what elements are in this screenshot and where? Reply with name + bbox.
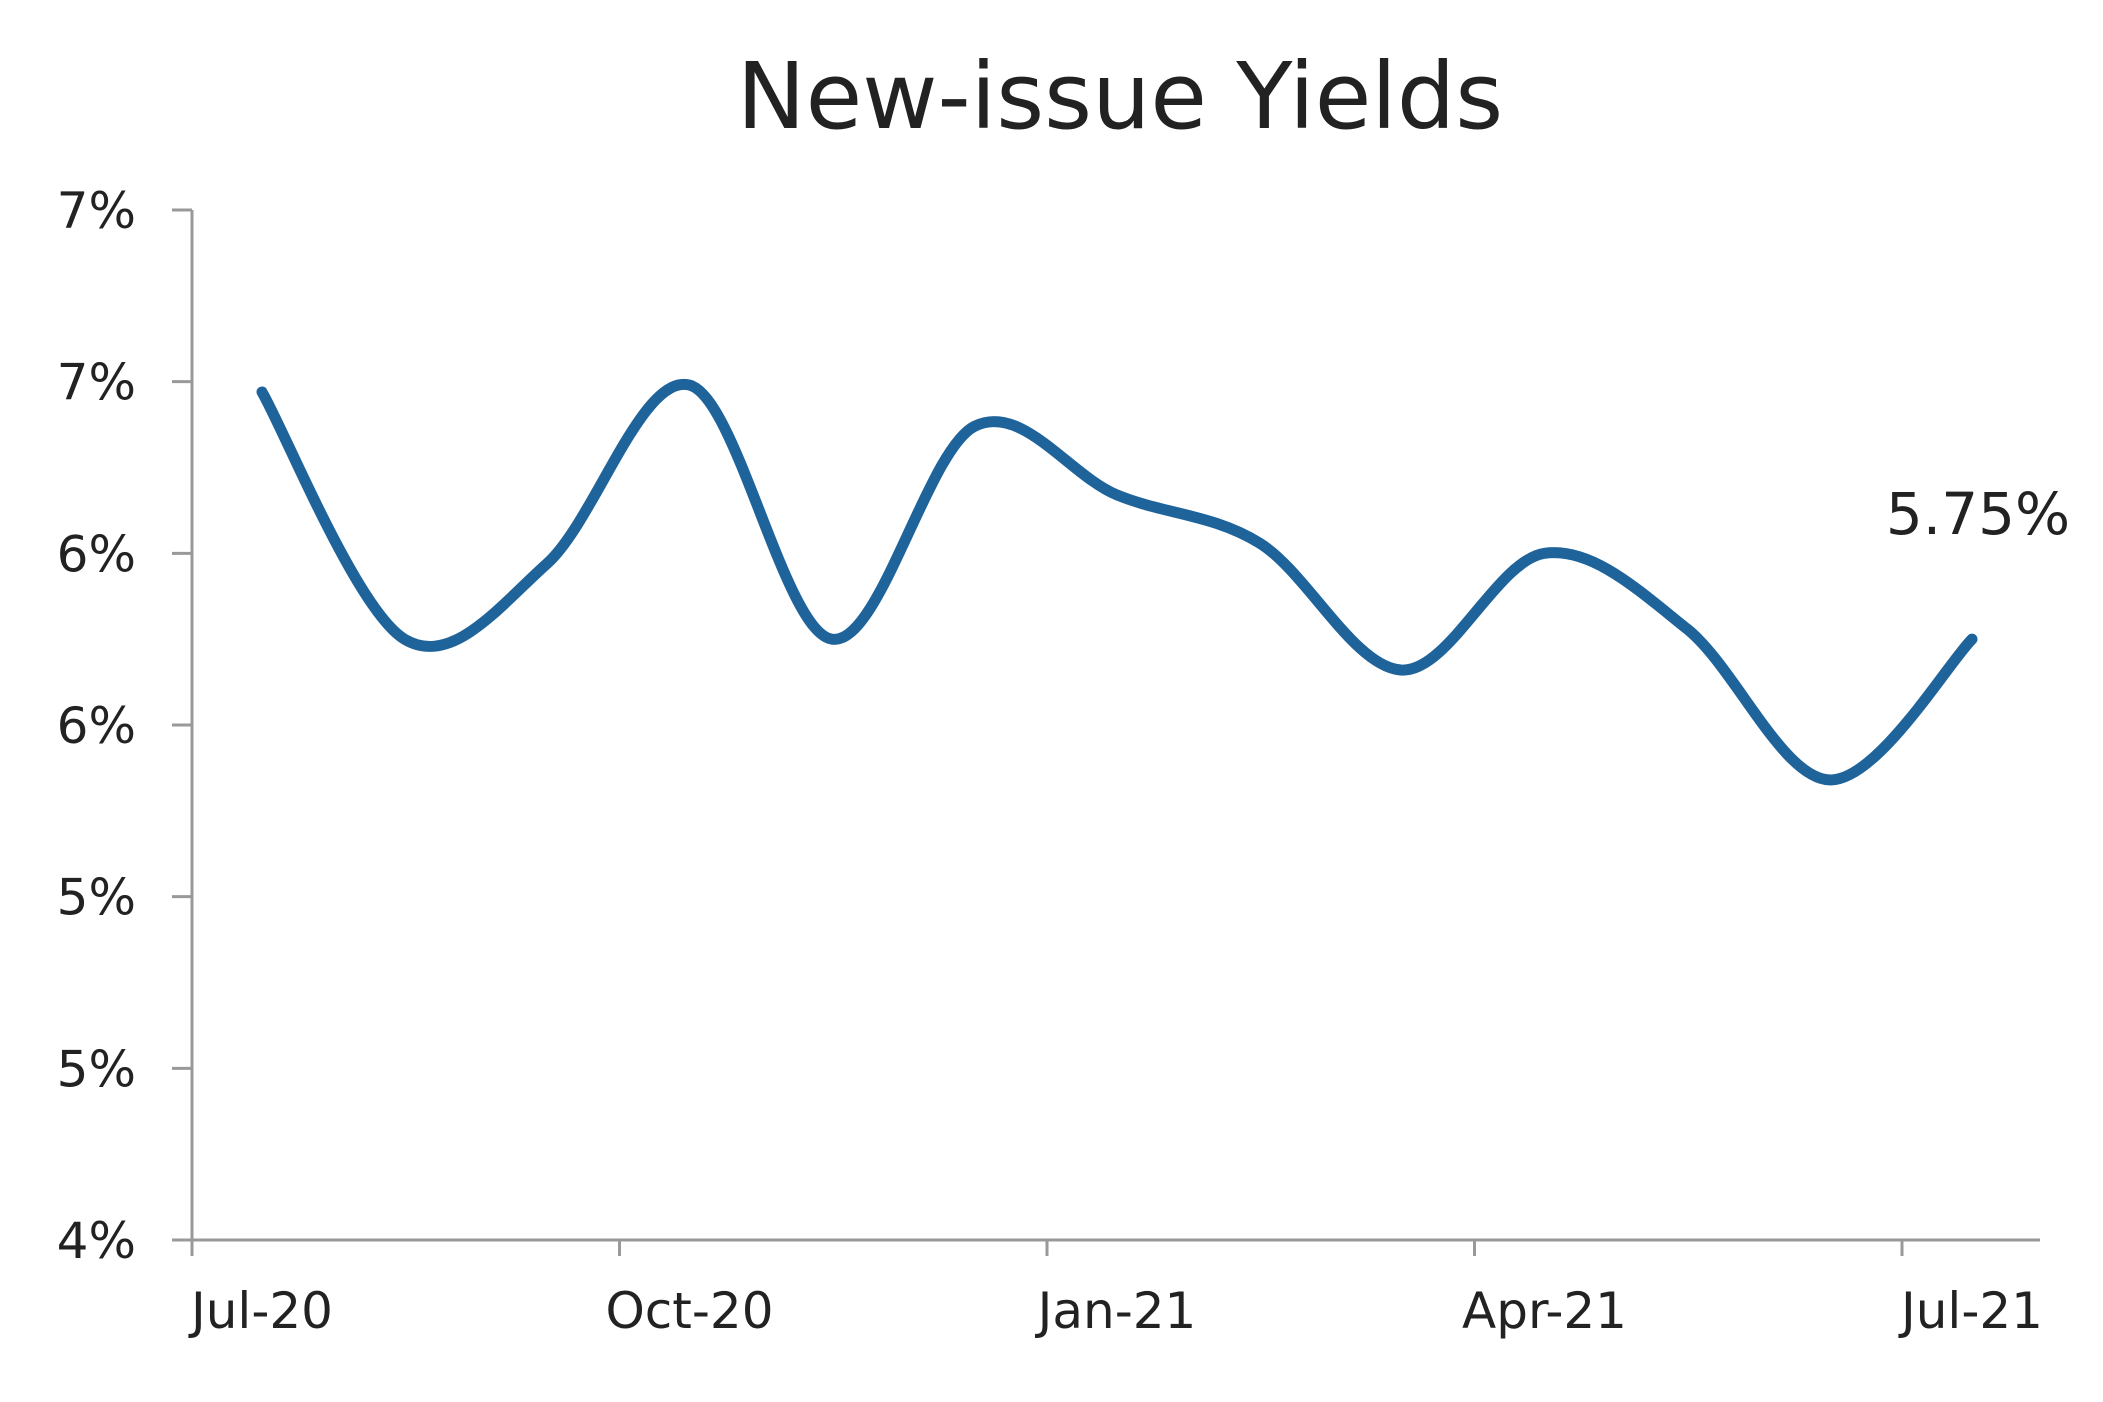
- y-tick-label: 5%: [57, 869, 136, 927]
- x-axis-ticks: Jul-20 Oct-20 Jan-21 Apr-21 Jul-21: [188, 1240, 2043, 1340]
- end-value-label: 5.75%: [1886, 480, 2070, 548]
- x-tick-label: Jan-21: [1035, 1282, 1197, 1340]
- y-tick-label: 7%: [57, 354, 136, 412]
- yield-series-line: [256, 379, 1978, 786]
- y-tick-label: 5%: [57, 1040, 136, 1098]
- chart-title: New-issue Yields: [737, 43, 1503, 150]
- y-tick-label: 7%: [57, 182, 136, 240]
- y-tick-label: 6%: [57, 697, 136, 755]
- series-layer: [256, 379, 1978, 786]
- x-tick-label: Jul-21: [1898, 1282, 2043, 1340]
- y-axis-ticks: 4% 5% 5% 6% 6% 7% 7%: [57, 182, 192, 1270]
- x-tick-label: Oct-20: [605, 1282, 773, 1340]
- x-tick-label: Jul-20: [188, 1282, 333, 1340]
- y-tick-label: 6%: [57, 525, 136, 583]
- y-tick-label: 4%: [57, 1212, 136, 1270]
- x-tick-label: Apr-21: [1462, 1282, 1627, 1340]
